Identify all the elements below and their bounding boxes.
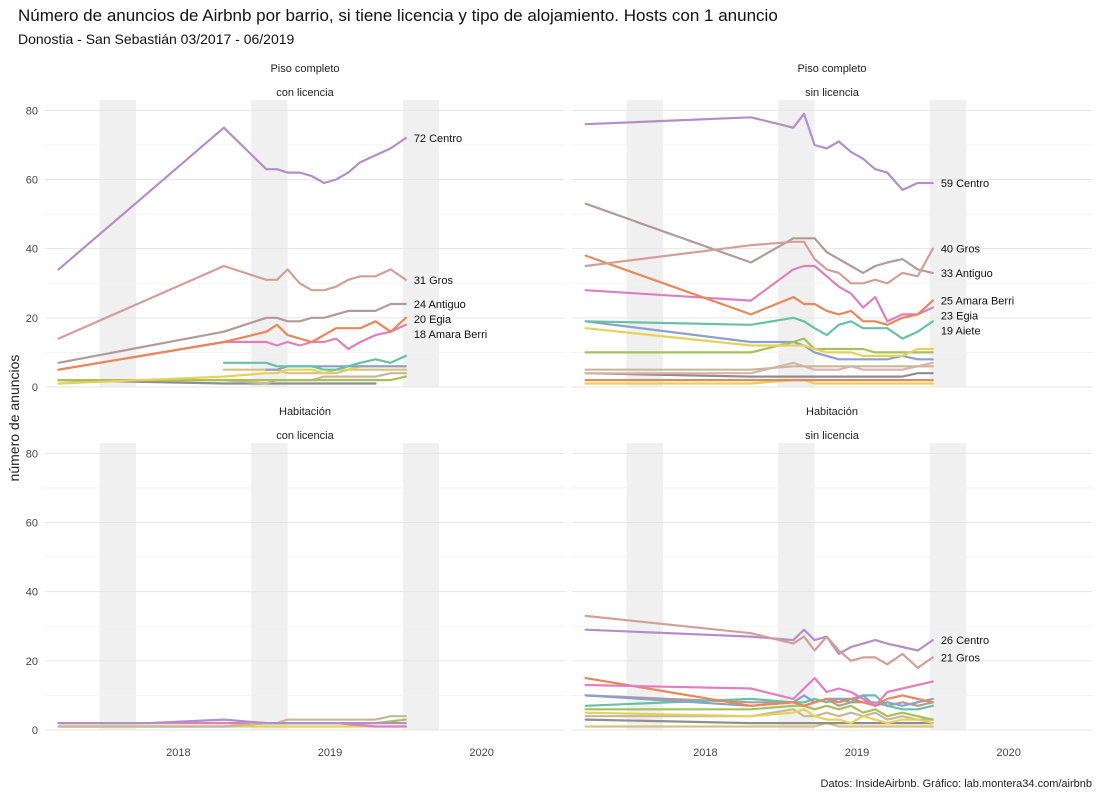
series-end-label: 19 Aiete xyxy=(941,326,981,338)
series-line xyxy=(584,718,934,725)
series-line xyxy=(584,676,934,707)
series-line xyxy=(584,112,934,191)
series-end-label: 33 Antiguo xyxy=(941,268,993,280)
summer-shade xyxy=(99,100,136,387)
series-line xyxy=(584,694,934,707)
facet-panel: Habitación sin licencia 2018 2019 2020 26 Cen… xyxy=(572,406,1092,759)
chart-title: Número de anuncios de Airbnb por barrio,… xyxy=(18,6,778,25)
series-line xyxy=(584,365,934,371)
facet-title-type: Piso completo xyxy=(797,63,866,75)
series-line xyxy=(584,327,934,357)
y-tick-label: 0 xyxy=(32,382,38,394)
y-tick-label: 40 xyxy=(26,244,38,256)
chart-caption: Datos: InsideAirbnb. Gráfico: lab.monter… xyxy=(820,778,1092,790)
series-end-label: 23 Egia xyxy=(941,311,979,323)
series-line xyxy=(57,375,407,382)
series-line xyxy=(584,337,934,354)
series-end-label: 21 Gros xyxy=(941,652,981,664)
series-line xyxy=(584,628,934,656)
series-line xyxy=(57,126,407,271)
y-axis-label: número de anuncios xyxy=(6,355,22,482)
series-line xyxy=(57,323,407,371)
y-tick-label: 20 xyxy=(26,313,38,325)
summer-shade xyxy=(99,443,136,730)
series-line xyxy=(57,302,407,364)
summer-shade xyxy=(251,100,288,387)
series-line xyxy=(584,708,934,721)
series-line xyxy=(584,264,934,323)
y-tick-label: 0 xyxy=(32,725,38,737)
y-tick-label: 80 xyxy=(26,105,38,117)
series-end-label: 40 Gros xyxy=(941,244,981,256)
summer-shade xyxy=(251,443,288,730)
series-line xyxy=(584,704,934,721)
summer-shade xyxy=(626,100,663,387)
series-end-label: 72 Centro xyxy=(414,133,462,145)
series-end-label: 24 Antiguo xyxy=(414,299,466,311)
facet-title-license: sin licencia xyxy=(805,87,860,99)
series-line xyxy=(57,316,407,371)
series-line xyxy=(584,372,934,378)
facet-title-license: con licencia xyxy=(276,430,334,442)
series-line xyxy=(57,718,407,725)
x-tick-label: 2018 xyxy=(693,747,717,759)
series-end-label: 25 Amara Berri xyxy=(941,296,1014,308)
series-line xyxy=(584,721,934,728)
y-tick-label: 40 xyxy=(26,587,38,599)
series-line xyxy=(584,240,934,285)
series-line xyxy=(57,372,407,385)
series-end-label: 31 Gros xyxy=(414,275,454,287)
x-tick-label: 2019 xyxy=(845,747,869,759)
y-tick-label: 60 xyxy=(26,518,38,530)
series-end-label: 20 Egia xyxy=(414,314,452,326)
series-end-label: 18 Amara Berri xyxy=(414,329,487,341)
series-line xyxy=(584,676,934,707)
series-line xyxy=(584,202,934,274)
series-line xyxy=(584,254,934,326)
facet-panel: Piso completo con licencia 0 20 40 60 80 72 Cen… xyxy=(26,63,565,394)
summer-shade xyxy=(626,443,663,730)
series-line xyxy=(584,614,934,669)
facet-title-type: Piso completo xyxy=(270,63,339,75)
series-end-label: 26 Centro xyxy=(941,635,989,647)
facet-title-license: con licencia xyxy=(276,87,334,99)
facet-title-type: Habitación xyxy=(279,406,331,418)
summer-shade xyxy=(778,443,815,730)
summer-shade xyxy=(402,100,440,387)
x-tick-label: 2020 xyxy=(469,747,493,759)
summer-shade xyxy=(402,443,440,730)
series-line xyxy=(222,354,407,371)
facet-title-type: Habitación xyxy=(806,406,858,418)
facet-panel: Piso completo sin licencia 59 Centro 40 Gro… xyxy=(572,63,1092,388)
series-line xyxy=(584,361,934,375)
y-tick-label: 20 xyxy=(26,656,38,668)
x-tick-label: 2019 xyxy=(318,747,342,759)
summer-shade xyxy=(929,100,967,387)
y-tick-label: 80 xyxy=(26,448,38,460)
series-line xyxy=(584,708,934,725)
chart-subtitle: Donostia - San Sebastián 03/2017 - 06/20… xyxy=(18,31,295,47)
series-line xyxy=(57,715,407,728)
y-tick-label: 60 xyxy=(26,175,38,187)
series-end-label: 59 Centro xyxy=(941,178,989,190)
series-line xyxy=(57,264,407,340)
facet-panel: Habitación con licencia 0 20 40 60 80 2018 2019 2… xyxy=(26,406,565,759)
x-tick-label: 2020 xyxy=(996,747,1020,759)
summer-shade xyxy=(929,443,967,730)
facet-title-license: sin licencia xyxy=(805,430,860,442)
panels: Piso completo con licencia 0 20 40 60 80 72 Cen… xyxy=(26,63,1092,759)
x-tick-label: 2018 xyxy=(166,747,190,759)
series-line xyxy=(584,316,934,340)
